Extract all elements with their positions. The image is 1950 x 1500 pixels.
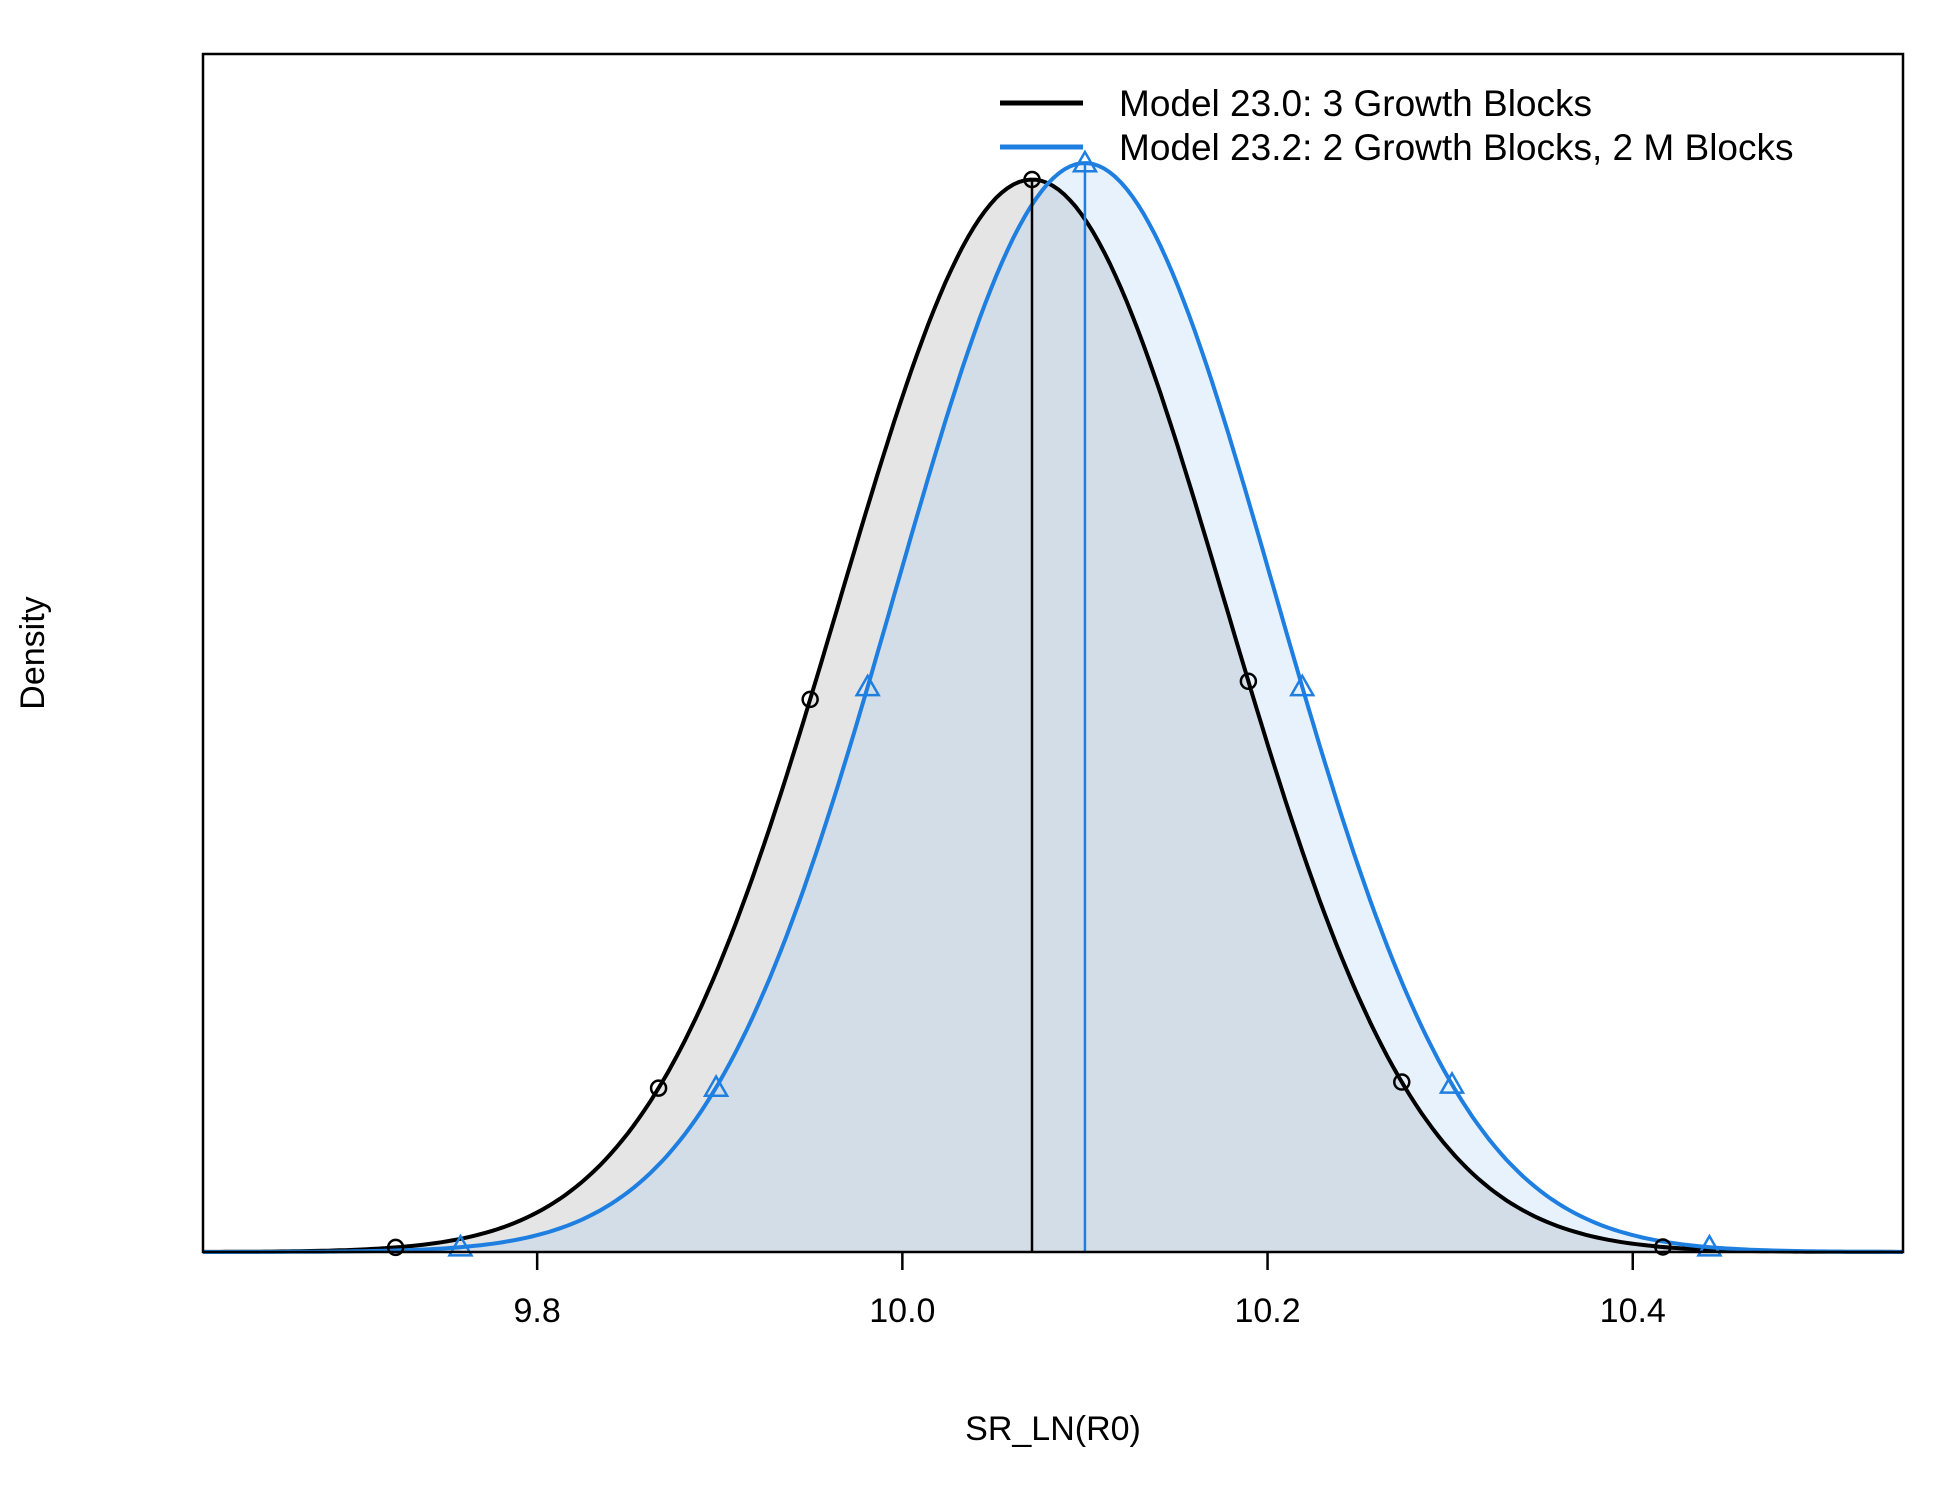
density-curve-2 <box>203 161 1903 1254</box>
x-axis: 9.8 10.0 10.2 10.4 <box>514 1252 1666 1330</box>
marker-circle <box>1239 672 1258 691</box>
x-tick-label: 10.4 <box>1600 1292 1666 1330</box>
legend-entry-1: Model 23.0: 3 Growth Blocks <box>1119 83 1592 124</box>
plot-frame <box>201 52 1905 1254</box>
marker-triangle <box>854 673 881 697</box>
mean-lines <box>1030 163 1087 1252</box>
marker-triangle <box>1071 149 1099 173</box>
marker-circle <box>1023 170 1041 189</box>
marker-circle <box>1393 1073 1411 1091</box>
density-curve-1 <box>203 177 1903 1254</box>
density-curves <box>203 161 1903 1254</box>
marker-triangle <box>447 1233 474 1257</box>
density-fills <box>203 163 1903 1253</box>
marker-circle <box>1654 1238 1672 1256</box>
quantile-markers <box>386 149 1723 1257</box>
density-fill-1 <box>203 179 1903 1253</box>
marker-triangle <box>1438 1070 1466 1094</box>
x-tick-label: 9.8 <box>514 1292 561 1330</box>
marker-circle <box>649 1079 668 1097</box>
marker-circle <box>801 690 819 709</box>
legend-entry-2: Model 23.2: 2 Growth Blocks, 2 M Blocks <box>1119 127 1794 168</box>
marker-triangle <box>1289 673 1316 697</box>
x-tick-label: 10.0 <box>869 1292 935 1330</box>
x-axis-label: SR_LN(R0) <box>965 1410 1141 1448</box>
y-axis-label: Density <box>14 596 52 709</box>
marker-triangle <box>1696 1233 1723 1257</box>
density-fill-2 <box>203 163 1903 1253</box>
marker-circle <box>386 1238 405 1257</box>
x-tick-label: 10.2 <box>1234 1292 1300 1330</box>
marker-triangle <box>702 1073 730 1097</box>
